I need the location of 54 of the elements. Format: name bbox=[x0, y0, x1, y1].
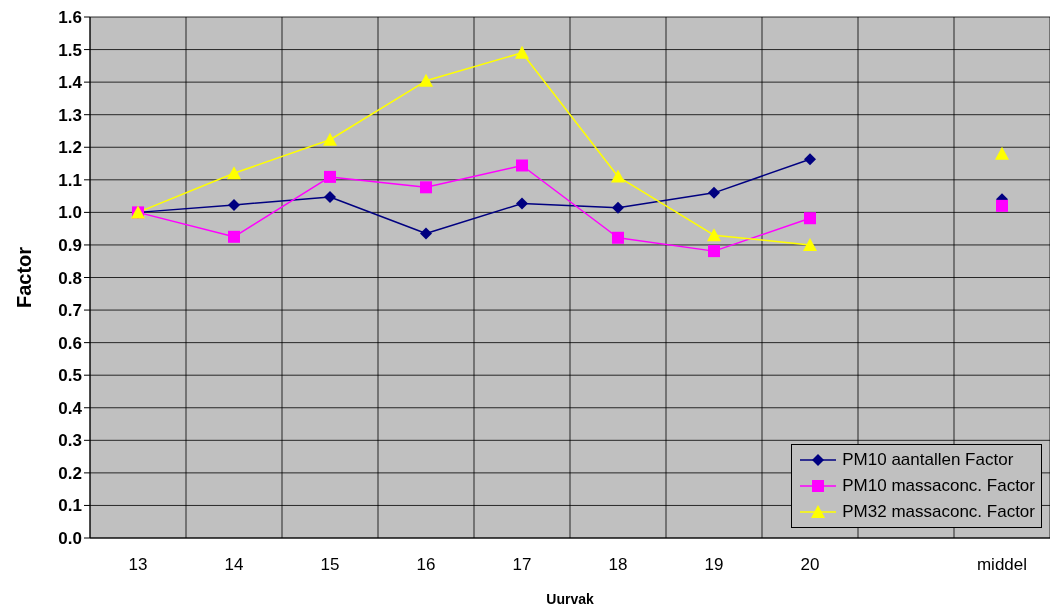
y-tick-label: 0.1 bbox=[58, 496, 82, 516]
y-tick-label: 0.7 bbox=[58, 301, 82, 321]
point bbox=[420, 227, 432, 240]
y-tick-label: 0.8 bbox=[58, 268, 82, 288]
y-axis-title: Factor bbox=[13, 246, 36, 309]
x-tick-label: middel bbox=[976, 555, 1028, 575]
point bbox=[228, 198, 240, 211]
legend-label: PM10 massaconc. Factor bbox=[842, 476, 1035, 496]
y-tick-label: 1.4 bbox=[58, 73, 83, 93]
legend-label: PM10 aantallen Factor bbox=[842, 450, 1014, 470]
point bbox=[803, 237, 817, 251]
y-tick-label: 0.6 bbox=[58, 333, 82, 353]
x-axis-title: Uurvak bbox=[546, 591, 594, 604]
point bbox=[419, 73, 433, 87]
point bbox=[516, 159, 528, 172]
x-tick-label: 17 bbox=[512, 555, 532, 575]
x-tick-label: 13 bbox=[128, 555, 148, 575]
point bbox=[324, 170, 336, 183]
y-tick-label: 1.0 bbox=[58, 203, 82, 223]
y-tick-label: 1.3 bbox=[58, 105, 82, 125]
y-tick-label: 1.5 bbox=[58, 40, 82, 60]
point bbox=[708, 186, 720, 199]
x-tick-label: 20 bbox=[800, 555, 820, 575]
y-tick-label: 0.9 bbox=[58, 235, 82, 255]
y-tick-label: 0.2 bbox=[58, 463, 82, 483]
point bbox=[996, 199, 1008, 212]
y-tick-label: 0.4 bbox=[58, 398, 83, 418]
point bbox=[708, 245, 720, 258]
y-tick-label: 0.3 bbox=[58, 431, 82, 451]
point bbox=[420, 181, 432, 194]
point bbox=[612, 201, 624, 214]
x-tick-label: 19 bbox=[704, 555, 724, 575]
point bbox=[611, 169, 625, 183]
point bbox=[228, 230, 240, 243]
y-tick-label: 0.0 bbox=[58, 529, 82, 549]
x-tick-label: 16 bbox=[416, 555, 436, 575]
x-tick-label: 14 bbox=[224, 555, 244, 575]
y-tick-label: 1.6 bbox=[58, 8, 82, 28]
point bbox=[612, 231, 624, 244]
point bbox=[804, 212, 816, 225]
point bbox=[516, 197, 528, 210]
x-tick-label: 15 bbox=[320, 555, 340, 575]
y-tick-label: 1.1 bbox=[58, 170, 82, 190]
point bbox=[323, 132, 337, 146]
point bbox=[995, 146, 1009, 160]
point bbox=[324, 191, 336, 204]
point bbox=[227, 166, 241, 180]
x-tick-label: 18 bbox=[608, 555, 628, 575]
point bbox=[804, 153, 816, 166]
point bbox=[515, 45, 529, 59]
y-tick-label: 0.5 bbox=[58, 366, 82, 386]
y-tick-label: 1.2 bbox=[58, 138, 82, 158]
legend-label: PM32 massaconc. Factor bbox=[842, 502, 1035, 522]
point bbox=[707, 228, 721, 242]
